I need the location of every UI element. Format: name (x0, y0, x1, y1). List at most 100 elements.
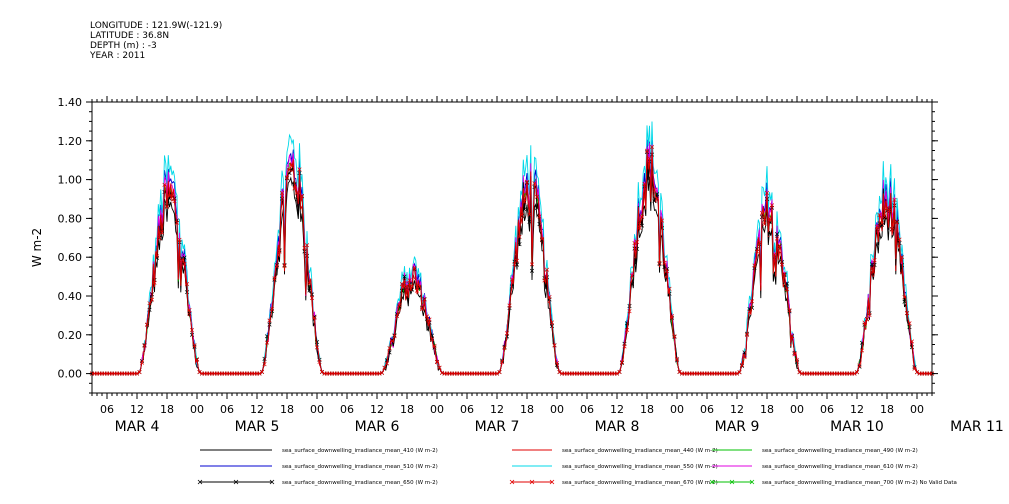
series-marker-7 (299, 193, 305, 198)
series-marker-7 (537, 214, 542, 219)
series-marker-7 (394, 314, 400, 319)
series-marker-7 (419, 307, 425, 312)
legend-label-8: sea_surface_downwelling_irradiance_mean_… (762, 480, 957, 486)
series-marker-7 (402, 278, 407, 283)
x-hour-label: 18 (880, 403, 894, 416)
series-marker-7 (659, 218, 665, 223)
series-marker-7 (769, 203, 775, 208)
x-hour-label: 00 (310, 403, 324, 416)
series-marker-7 (862, 320, 867, 325)
legend-marker-end-8 (709, 479, 715, 485)
series-marker-7 (297, 167, 302, 172)
series-marker-7 (542, 278, 547, 283)
series-marker-7 (264, 340, 270, 345)
legend-marker-end-7 (549, 479, 555, 485)
series-marker-7 (177, 237, 182, 242)
series-marker-7 (879, 221, 885, 226)
series-marker-7 (882, 214, 887, 219)
series-marker-7 (524, 179, 530, 184)
series-marker-7 (269, 307, 275, 312)
x-hour-label: 18 (280, 403, 294, 416)
x-day-label: MAR 4 (115, 419, 160, 435)
series-marker-7 (509, 277, 515, 282)
series-marker-7 (284, 175, 290, 180)
y-tick-label: 0.40 (58, 290, 83, 303)
x-hour-label: 18 (160, 403, 174, 416)
axis-group: 0.00 0.20 0.40 0.60 0.80 1.00 1.20 1.40 06 12 18 00… (58, 96, 1004, 435)
series-marker-7 (772, 252, 777, 257)
series-marker-7 (674, 357, 680, 362)
series-marker-7 (182, 261, 187, 266)
series-marker-7 (859, 348, 865, 353)
series-marker-7 (407, 278, 412, 283)
x-hour-label: 06 (700, 403, 714, 416)
series-marker-7 (649, 144, 655, 150)
latitude-label: LATITUDE : 36.8N (90, 31, 170, 41)
series-marker-7 (904, 311, 910, 316)
x-hour-label: 12 (250, 403, 264, 416)
series-marker-7 (289, 164, 295, 169)
series-line-6 (92, 152, 932, 375)
series-marker-7 (144, 322, 150, 327)
legend-label-2: sea_surface_downwelling_irradiance_mean_… (762, 448, 918, 454)
x-hour-label: 12 (610, 403, 624, 416)
x-day-label: MAR 6 (355, 419, 400, 435)
legend-marker-end-6 (197, 479, 203, 485)
series-marker-7 (619, 360, 625, 365)
series-marker-6 (879, 222, 885, 227)
series-marker-7 (189, 327, 195, 333)
series-marker-7 (437, 365, 442, 370)
x-day-label: MAR 10 (830, 419, 884, 435)
series-marker-7 (312, 315, 317, 320)
series-marker-7 (642, 182, 647, 187)
series-marker-7 (787, 308, 792, 313)
series-marker-6 (882, 215, 887, 220)
series-marker-7 (319, 369, 325, 374)
y-tick-label: 1.20 (58, 135, 83, 148)
legend-marker-7 (529, 479, 535, 485)
series-marker-7 (867, 312, 872, 318)
series-line-7 (92, 146, 932, 375)
series-marker-7 (752, 263, 757, 268)
series-marker-7 (154, 254, 160, 259)
series-marker-7 (262, 362, 267, 367)
series-marker-7 (527, 212, 532, 217)
series-marker-7 (382, 365, 387, 370)
series-marker-7 (899, 255, 905, 260)
series-marker-7 (412, 265, 417, 270)
series-marker-7 (759, 210, 765, 215)
series-marker-7 (797, 370, 802, 375)
series-marker-7 (427, 317, 432, 322)
x-hour-label: 00 (790, 403, 804, 416)
series-marker-7 (889, 227, 895, 232)
series-marker-7 (429, 337, 435, 342)
series-marker-7 (624, 327, 630, 332)
series-marker-6 (529, 268, 535, 273)
series-marker-7 (399, 282, 405, 287)
series-marker-7 (747, 309, 752, 314)
y-tick-label: 1.00 (58, 174, 83, 187)
series-marker-7 (529, 262, 535, 267)
depth-label: DEPTH (m) : -3 (90, 41, 157, 51)
y-tick-label: 0.60 (58, 251, 83, 264)
series-marker-7 (387, 346, 392, 351)
x-hour-label: 18 (400, 403, 414, 416)
series-marker-7 (539, 236, 545, 241)
series-marker-7 (617, 369, 622, 374)
series-marker-7 (782, 271, 787, 277)
series-marker-7 (169, 194, 175, 199)
series-marker-7 (512, 262, 517, 267)
series-marker-6 (899, 263, 905, 268)
series-marker-7 (499, 360, 505, 365)
series-marker-7 (622, 344, 627, 349)
metadata-block: LONGITUDE : 121.9W(-121.9) LATITUDE : 36… (90, 21, 222, 61)
series-marker-7 (287, 167, 292, 172)
series-marker-7 (784, 287, 790, 292)
series-group (89, 121, 935, 376)
series-marker-6 (509, 284, 515, 289)
series-marker-7 (869, 266, 875, 271)
series-marker-7 (877, 213, 882, 218)
series-marker-7 (314, 345, 320, 350)
series-marker-7 (639, 214, 645, 220)
